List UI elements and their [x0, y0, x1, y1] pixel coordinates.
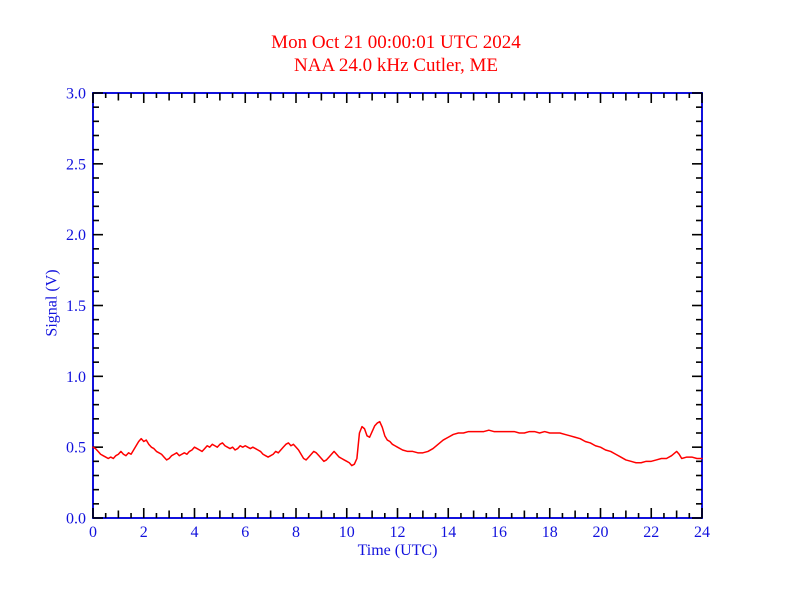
signal-trace [92, 420, 703, 467]
x-tick-label: 6 [241, 524, 249, 541]
y-tick-label: 3.0 [66, 86, 86, 103]
x-tick-label: 22 [643, 524, 659, 541]
figure-title-date: Mon Oct 21 00:00:01 UTC 2024 [271, 32, 521, 53]
y-tick-label: 0.5 [66, 440, 86, 457]
x-tick-label: 4 [191, 524, 199, 541]
tick-marks [92, 92, 703, 519]
signal-trace-line [92, 420, 703, 467]
y-tick-label: 1.5 [66, 298, 86, 315]
x-tick-label: 8 [292, 524, 300, 541]
y-tick-label: 2.5 [66, 156, 86, 173]
y-tick-label: 0.0 [66, 511, 86, 528]
x-tick-label: 24 [694, 524, 710, 541]
x-tick-label: 14 [440, 524, 456, 541]
x-tick-label: 12 [390, 524, 406, 541]
x-tick-label: 10 [339, 524, 355, 541]
x-tick-label: 16 [491, 524, 507, 541]
axis-frame [92, 92, 703, 519]
tick-labels: 0 2 4 6 8 10 12 14 16 18 20 22 240.00.51.01.52.02.53… [66, 86, 710, 542]
figure-title-station: NAA 24.0 kHz Cutler, ME [294, 55, 498, 76]
x-axis-label: Time (UTC) [357, 542, 438, 559]
x-tick-label: 0 [89, 524, 97, 541]
x-tick-label: 18 [542, 524, 558, 541]
y-tick-label: 2.0 [66, 227, 86, 244]
x-tick-label: 20 [593, 524, 609, 541]
x-tick-label: 2 [140, 524, 148, 541]
y-tick-label: 1.0 [66, 369, 86, 386]
